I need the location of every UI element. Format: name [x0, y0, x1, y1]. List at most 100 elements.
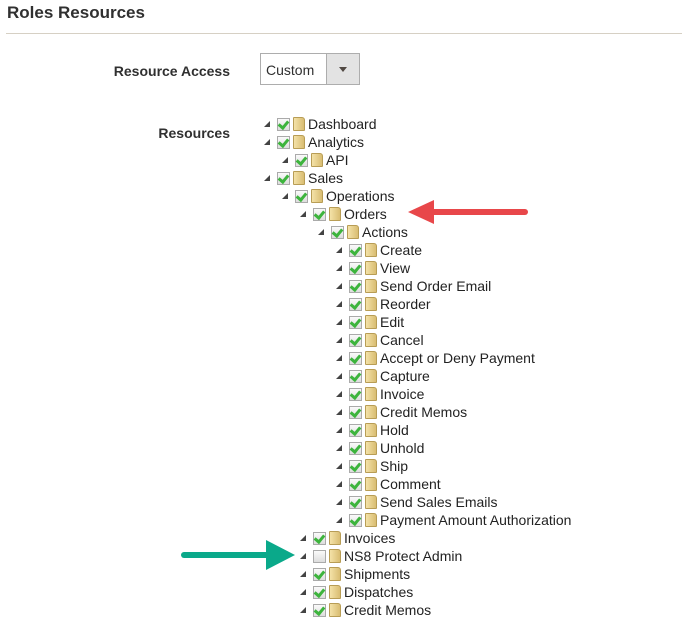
checkbox[interactable]: [349, 333, 362, 347]
checkbox[interactable]: [349, 369, 362, 383]
expand-triangle-icon[interactable]: [264, 121, 270, 127]
checkbox[interactable]: [313, 567, 326, 581]
tree-node-label[interactable]: Operations: [326, 188, 395, 204]
expand-triangle-icon[interactable]: [336, 409, 342, 415]
tree-node-label[interactable]: Sales: [308, 170, 344, 186]
folder-icon: [329, 603, 341, 617]
expand-triangle-icon[interactable]: [282, 157, 288, 163]
tree-node-label[interactable]: Create: [380, 242, 423, 258]
tree-node-label[interactable]: Analytics: [308, 134, 365, 150]
checkbox[interactable]: [295, 153, 308, 167]
checkbox[interactable]: [277, 117, 290, 131]
checkbox[interactable]: [349, 405, 362, 419]
tree-node-label[interactable]: Unhold: [380, 440, 425, 456]
checkbox[interactable]: [349, 477, 362, 491]
tree-node-label[interactable]: Hold: [380, 422, 409, 438]
expand-triangle-icon[interactable]: [336, 355, 342, 361]
expand-triangle-icon[interactable]: [300, 607, 306, 613]
expand-triangle-icon[interactable]: [336, 445, 342, 451]
tree-node: Accept or Deny Payment: [262, 349, 571, 367]
expand-triangle-icon[interactable]: [264, 139, 270, 145]
expand-triangle-icon[interactable]: [282, 193, 288, 199]
tree-node-label[interactable]: NS8 Protect Admin: [344, 548, 463, 564]
checkbox[interactable]: [313, 549, 326, 563]
expand-triangle-icon[interactable]: [318, 229, 324, 235]
expand-triangle-icon[interactable]: [300, 589, 306, 595]
expand-triangle-icon[interactable]: [336, 283, 342, 289]
checkbox[interactable]: [277, 171, 290, 185]
tree-node-label[interactable]: Capture: [380, 368, 430, 384]
expand-triangle-icon[interactable]: [336, 499, 342, 505]
checkbox[interactable]: [313, 531, 326, 545]
expand-triangle-icon[interactable]: [300, 535, 306, 541]
checkbox[interactable]: [349, 495, 362, 509]
tree-node-label[interactable]: Dispatches: [344, 584, 414, 600]
expand-triangle-icon[interactable]: [336, 427, 342, 433]
red-arrow-annotation: [408, 200, 528, 224]
tree-node: Payment Amount Authorization: [262, 511, 571, 529]
tree-node-label[interactable]: Reorder: [380, 296, 431, 312]
expand-triangle-icon[interactable]: [336, 373, 342, 379]
tree-node-label[interactable]: Send Order Email: [380, 278, 492, 294]
tree-node-label[interactable]: Shipments: [344, 566, 411, 582]
tree-node: Shipments: [262, 565, 571, 583]
tree-node-label[interactable]: Invoices: [344, 530, 396, 546]
tree-node-label[interactable]: View: [380, 260, 411, 276]
expand-triangle-icon[interactable]: [300, 211, 306, 217]
checkbox[interactable]: [349, 297, 362, 311]
expand-triangle-icon[interactable]: [336, 463, 342, 469]
checkbox[interactable]: [349, 351, 362, 365]
checkbox[interactable]: [349, 513, 362, 527]
expand-triangle-icon[interactable]: [336, 247, 342, 253]
checkbox[interactable]: [349, 279, 362, 293]
tree-node-label[interactable]: Orders: [344, 206, 387, 222]
expand-triangle-icon[interactable]: [336, 517, 342, 523]
tree-node: Operations: [262, 187, 571, 205]
tree-node-label[interactable]: Payment Amount Authorization: [380, 512, 572, 528]
tree-node-label[interactable]: Edit: [380, 314, 405, 330]
checkbox[interactable]: [331, 225, 344, 239]
checkbox[interactable]: [295, 189, 308, 203]
chevron-down-icon[interactable]: [326, 54, 359, 84]
folder-icon: [365, 351, 377, 365]
checkbox[interactable]: [313, 585, 326, 599]
tree-node-label[interactable]: Accept or Deny Payment: [380, 350, 535, 366]
tree-node: View: [262, 259, 571, 277]
tree-node-label[interactable]: Credit Memos: [344, 602, 432, 618]
expand-triangle-icon[interactable]: [264, 175, 270, 181]
folder-icon: [293, 117, 305, 131]
checkbox[interactable]: [349, 387, 362, 401]
expand-triangle-icon[interactable]: [336, 481, 342, 487]
checkbox[interactable]: [349, 261, 362, 275]
expand-triangle-icon[interactable]: [336, 391, 342, 397]
resource-access-select[interactable]: Custom: [260, 53, 360, 85]
folder-icon: [365, 423, 377, 437]
tree-node-label[interactable]: Credit Memos: [380, 404, 468, 420]
tree-node-label[interactable]: Actions: [362, 224, 408, 240]
checkbox[interactable]: [313, 603, 326, 617]
checkbox[interactable]: [349, 459, 362, 473]
expand-triangle-icon[interactable]: [336, 265, 342, 271]
tree-node-label[interactable]: Dashboard: [308, 116, 377, 132]
checkbox[interactable]: [349, 315, 362, 329]
tree-node: Cancel: [262, 331, 571, 349]
tree-node-label[interactable]: Send Sales Emails: [380, 494, 498, 510]
tree-node-label[interactable]: Invoice: [380, 386, 425, 402]
tree-node-label[interactable]: Ship: [380, 458, 409, 474]
checkbox[interactable]: [277, 135, 290, 149]
tree-node-label[interactable]: Comment: [380, 476, 441, 492]
expand-triangle-icon[interactable]: [336, 301, 342, 307]
folder-icon: [293, 135, 305, 149]
checkbox[interactable]: [349, 243, 362, 257]
tree-node-label[interactable]: Cancel: [380, 332, 424, 348]
tree-node-label[interactable]: API: [326, 152, 349, 168]
folder-icon: [311, 189, 323, 203]
expand-triangle-icon[interactable]: [336, 337, 342, 343]
folder-icon: [365, 243, 377, 257]
expand-triangle-icon[interactable]: [336, 319, 342, 325]
expand-triangle-icon[interactable]: [300, 553, 306, 559]
checkbox[interactable]: [349, 441, 362, 455]
expand-triangle-icon[interactable]: [300, 571, 306, 577]
checkbox[interactable]: [313, 207, 326, 221]
checkbox[interactable]: [349, 423, 362, 437]
